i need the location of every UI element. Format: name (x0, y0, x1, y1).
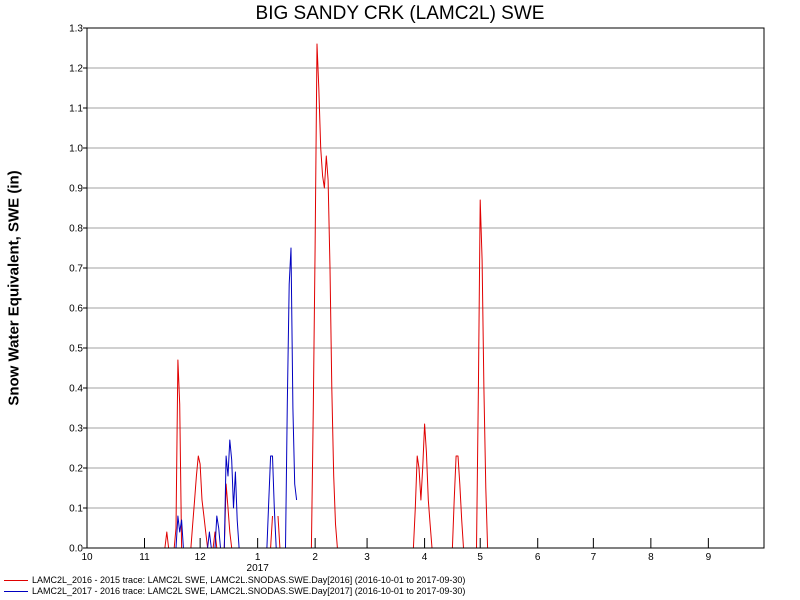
y-tick-label: 1.2 (69, 64, 83, 75)
series-line-1 (212, 531, 218, 549)
legend-swatch (4, 591, 28, 593)
plot-frame (86, 27, 765, 549)
y-tick-label: 0.8 (69, 224, 83, 235)
x-tick-label: 5 (477, 552, 483, 563)
legend-item: LAMC2L_2017 - 2016 trace: LAMC2L SWE, LA… (4, 586, 465, 597)
legend-label: LAMC2L_2016 - 2015 trace: LAMC2L SWE, LA… (32, 575, 466, 585)
series-line-1 (277, 515, 281, 549)
x-tick-label: 3 (364, 552, 370, 563)
x-tick-label: 1 (255, 552, 261, 563)
series-line-1 (476, 199, 489, 549)
series-lines (164, 43, 489, 549)
plot-area: 0.0 0.1 0.2 0.3 0.4 0.5 0.6 0.7 0.8 0.9 1.0 1.1 1.2 1… (69, 24, 765, 575)
series-line-2 (214, 515, 221, 549)
series-line-2 (175, 515, 184, 549)
legend-item: LAMC2L_2016 - 2015 trace: LAMC2L SWE, LA… (4, 575, 465, 586)
y-tick-label: 0.2 (69, 464, 83, 475)
y-tick-label: 1.0 (69, 144, 83, 155)
chart-title: BIG SANDY CRK (LAMC2L) SWE (255, 3, 545, 24)
series-line-2 (285, 247, 298, 549)
series-line-2 (207, 531, 212, 549)
series-line-2 (266, 455, 277, 549)
y-tick-label: 0.9 (69, 184, 83, 195)
y-tick-label: 0.4 (69, 384, 83, 395)
x-tick-label: 6 (535, 552, 541, 563)
x-year-label: 2017 (247, 563, 270, 574)
legend-swatch (4, 580, 28, 582)
y-tick-label: 0.6 (69, 304, 83, 315)
y-tick-label: 1.3 (69, 24, 83, 35)
y-tick-label: 0.1 (69, 504, 83, 515)
series-line-1 (173, 359, 183, 549)
series-line-1 (190, 455, 209, 549)
legend-label: LAMC2L_2017 - 2016 trace: LAMC2L SWE, LA… (32, 586, 466, 596)
series-line-1 (164, 531, 170, 549)
x-tick-label: 12 (195, 552, 207, 563)
series-line-1 (412, 423, 433, 549)
y-tick-label: 1.1 (69, 104, 83, 115)
x-tick-label: 2 (312, 552, 318, 563)
y-tick-label: 0.5 (69, 344, 83, 355)
y-tick-label: 0.7 (69, 264, 83, 275)
y-tick-label: 0.3 (69, 424, 83, 435)
series-line-1 (270, 515, 273, 549)
x-tick-label: 9 (706, 552, 712, 563)
series-line-1 (310, 43, 338, 549)
x-tick-label: 11 (139, 552, 150, 563)
x-tick-label: 10 (81, 552, 93, 563)
x-tick-label: 8 (648, 552, 654, 563)
x-tick-label: 7 (591, 552, 597, 563)
series-line-1 (451, 455, 464, 549)
gridlines (87, 67, 764, 509)
series-line-2 (223, 439, 240, 549)
axis-ticks: 0.0 0.1 0.2 0.3 0.4 0.5 0.6 0.7 0.8 0.9 1.0 1.1 1.2 1… (69, 24, 711, 575)
y-tick-label: 0.0 (69, 544, 83, 555)
x-tick-label: 4 (422, 552, 428, 563)
legend: LAMC2L_2016 - 2015 trace: LAMC2L SWE, LA… (4, 575, 465, 597)
